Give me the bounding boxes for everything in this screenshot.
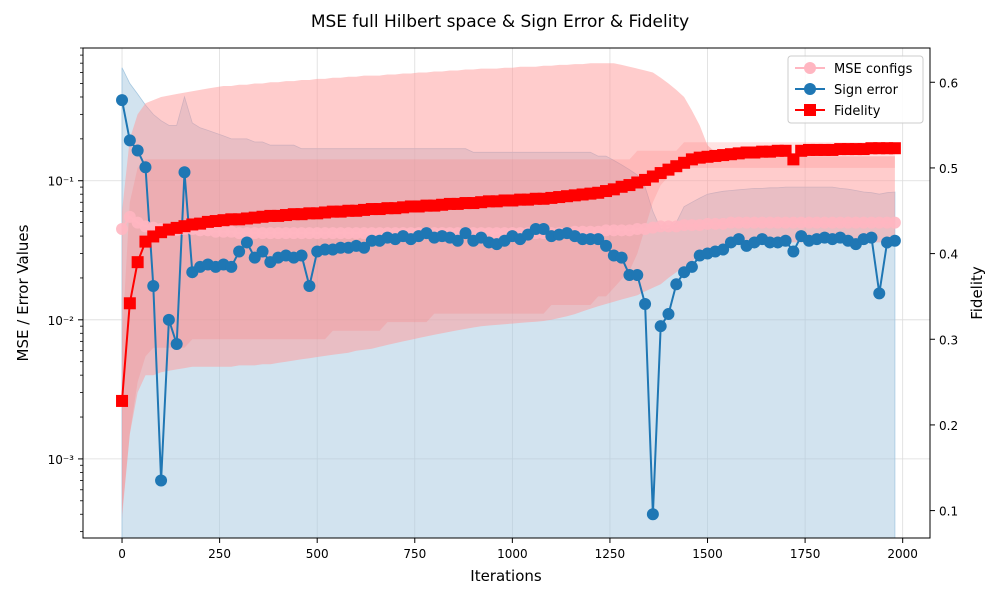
- x-tick-label: 1750: [790, 547, 821, 561]
- sign-error-point: [888, 234, 901, 247]
- sign-error-point: [717, 243, 730, 256]
- sign-error-point: [732, 233, 745, 246]
- y-tick-label: 10⁻³: [48, 453, 75, 467]
- mse-point: [888, 216, 901, 229]
- legend-label-sign: Sign error: [834, 83, 899, 98]
- sign-error-point: [358, 241, 371, 254]
- sign-error-point: [162, 313, 175, 326]
- sign-error-point: [303, 280, 316, 293]
- sign-error-point: [873, 287, 886, 300]
- sign-error-point: [295, 249, 308, 262]
- sign-error-point: [256, 245, 269, 258]
- y-tick-label: 10⁻²: [48, 314, 75, 328]
- x-tick-label: 500: [306, 547, 329, 561]
- y2-tick-label: 0.2: [939, 419, 958, 433]
- y2-tick-label: 0.6: [939, 76, 958, 90]
- mse-point: [116, 222, 129, 235]
- sign-error-point: [654, 320, 667, 333]
- x-tick-label: 2000: [887, 547, 918, 561]
- y2-axis-label: Fidelity: [968, 266, 986, 320]
- legend-box: [787, 55, 924, 124]
- legend-marker-mse: [804, 62, 816, 74]
- sign-error-point: [451, 234, 464, 247]
- sign-error-point: [646, 508, 659, 521]
- sign-error-point: [459, 227, 472, 240]
- mse-band: [122, 63, 895, 515]
- legend-marker-sign: [804, 83, 816, 95]
- sign-error-point: [639, 297, 652, 310]
- sign-error-point: [139, 161, 152, 174]
- sign-error-point: [670, 278, 683, 291]
- sign-error-point: [233, 245, 246, 258]
- chart-title: MSE full Hilbert space & Sign Error & Fi…: [311, 12, 689, 32]
- fidelity-point: [131, 256, 144, 269]
- y2-tick-label: 0.4: [939, 248, 958, 262]
- y-tick-label: 10⁻¹: [48, 175, 75, 189]
- legend: MSE configs Sign error Fidelity: [787, 55, 924, 124]
- marker-layer: [116, 94, 901, 521]
- sign-error-point: [615, 251, 628, 264]
- sign-error-point: [116, 94, 129, 107]
- sign-error-point: [225, 260, 238, 273]
- sign-error-point: [662, 308, 675, 321]
- sign-error-point: [170, 338, 183, 351]
- y-axis-label: MSE / Error Values: [14, 224, 32, 361]
- plot-frame: [82, 47, 931, 539]
- x-tick-label: 250: [208, 547, 231, 561]
- x-tick-label: 750: [403, 547, 426, 561]
- sign-error-point: [600, 239, 613, 252]
- sign-error-point: [240, 236, 253, 249]
- legend-marker-fidelity: [804, 104, 816, 116]
- x-tick-label: 1000: [497, 547, 528, 561]
- sign-error-point: [779, 234, 792, 247]
- x-tick-label: 1500: [692, 547, 723, 561]
- sign-error-point: [787, 245, 800, 258]
- x-tick-label: 1250: [595, 547, 626, 561]
- fidelity-point: [123, 297, 136, 310]
- x-axis-label: Iterations: [470, 567, 542, 585]
- sign-error-point: [123, 134, 136, 147]
- sign-error-point: [631, 268, 644, 281]
- sign-error-point: [592, 233, 605, 246]
- legend-label-fidelity: Fidelity: [834, 104, 881, 119]
- axis-layer: 0 250 500 750 1000 1250 1500 1750 2000 10⁻³ 10⁻² 10…: [48, 47, 958, 561]
- sign-error-point: [685, 260, 698, 273]
- sign-error-point: [131, 144, 144, 157]
- y2-tick-label: 0.3: [939, 333, 958, 347]
- band-layer: [121, 63, 896, 538]
- x-tick-label: 0: [118, 547, 126, 561]
- sign-error-point: [537, 222, 550, 235]
- legend-label-mse: MSE configs: [834, 62, 913, 77]
- sign-error-point: [155, 474, 168, 487]
- fidelity-point: [116, 394, 129, 407]
- sign-error-point: [865, 231, 878, 244]
- sign-error-point: [178, 166, 191, 179]
- y2-tick-label: 0.1: [939, 505, 958, 519]
- sign-error-point: [147, 280, 160, 293]
- fidelity-point: [888, 142, 901, 155]
- y2-tick-label: 0.5: [939, 162, 958, 176]
